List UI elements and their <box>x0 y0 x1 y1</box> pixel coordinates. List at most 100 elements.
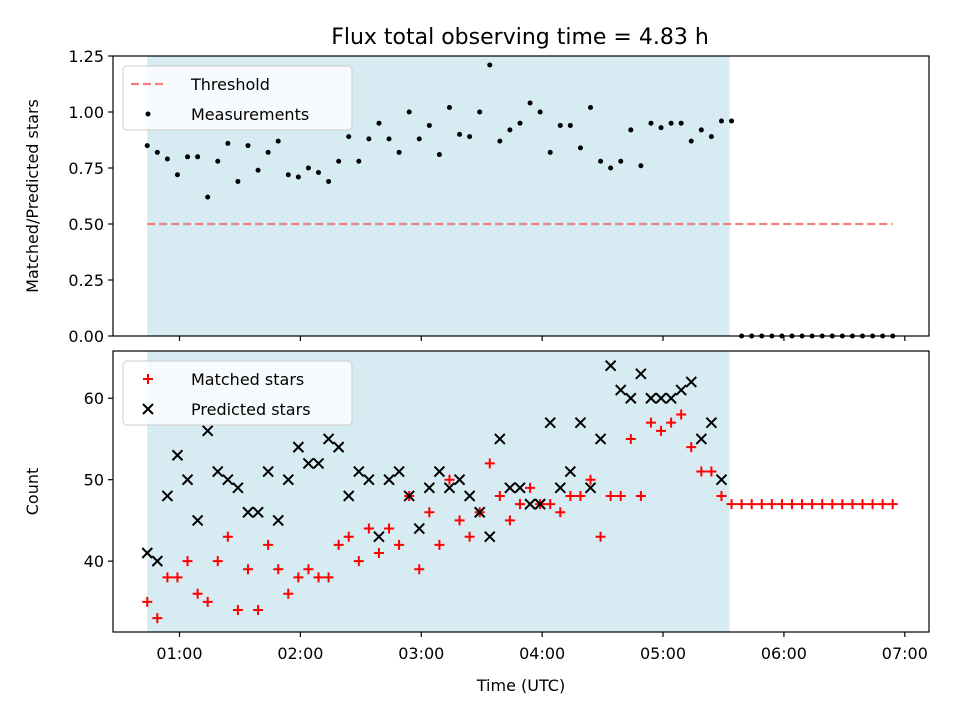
measurement-point <box>205 194 211 200</box>
matched-star-marker <box>585 474 596 485</box>
matched-star-marker <box>333 539 344 550</box>
matched-star-marker <box>776 499 787 510</box>
measurement-point <box>467 134 473 140</box>
measurement-point <box>144 143 150 149</box>
matched-star-marker <box>686 442 697 453</box>
measurement-point <box>225 140 231 146</box>
measurement-point <box>174 172 180 178</box>
predicted-star-marker <box>141 547 153 559</box>
matched-star-marker <box>565 490 576 501</box>
measurement-point <box>295 174 301 180</box>
matched-star-marker <box>323 572 334 583</box>
measurement-point <box>326 178 332 184</box>
predicted-star-marker <box>423 482 436 494</box>
matched-star-marker <box>202 596 213 607</box>
predicted-star-marker <box>685 376 697 388</box>
matched-star-marker <box>293 572 304 583</box>
matched-star-marker <box>142 596 153 607</box>
predicted-star-marker <box>252 506 264 518</box>
measurement-point <box>396 149 402 155</box>
measurement-point <box>386 136 392 142</box>
matched-star-marker <box>635 490 646 501</box>
y-tick-label: 50 <box>84 471 104 490</box>
legend-label: Predicted stars <box>191 400 311 419</box>
measurement-point <box>567 122 573 128</box>
matched-star-marker <box>212 556 223 567</box>
measurement-point <box>487 62 493 68</box>
measurement-point <box>668 120 674 126</box>
x-tick-label: 06:00 <box>761 644 807 663</box>
x-tick-label: 01:00 <box>156 644 202 663</box>
matched-star-marker <box>625 433 636 444</box>
predicted-star-marker <box>272 514 284 527</box>
measurement-point <box>688 138 694 144</box>
measurement-point <box>215 158 221 164</box>
predicted-star-marker <box>463 490 476 502</box>
measurement-point <box>356 158 362 164</box>
predicted-star-marker <box>504 482 516 494</box>
predicted-star-marker <box>645 392 657 404</box>
matched-star-marker <box>152 613 163 624</box>
matched-star-marker <box>444 474 455 485</box>
measurement-point <box>346 134 352 140</box>
predicted-star-marker <box>212 465 224 478</box>
measurement-point <box>255 167 261 173</box>
predicted-star-marker <box>332 441 345 453</box>
matched-star-marker <box>766 499 777 510</box>
panel-2: 40 50 60 01:00 02:00 03:00 04:00 05:00 06:00 07:0… <box>23 350 930 695</box>
predicted-star-marker <box>544 416 556 429</box>
y-tick-label: 1.25 <box>68 47 104 66</box>
matched-star-marker <box>525 482 536 493</box>
legend-label: Matched stars <box>191 370 304 389</box>
predicted-star-marker <box>655 392 667 404</box>
matched-star-marker <box>434 539 445 550</box>
measurement-point <box>658 125 664 131</box>
y-axis-label: Count <box>23 468 42 516</box>
matched-star-marker <box>494 490 505 501</box>
legend-predicted-swatch <box>142 403 154 415</box>
matched-star-marker <box>847 499 858 510</box>
predicted-star-marker <box>494 433 506 445</box>
measurement-point <box>457 131 463 137</box>
measurement-point <box>477 109 483 115</box>
matched-star-marker <box>222 531 233 542</box>
predicted-star-marker <box>363 473 375 486</box>
y-tick-label: 40 <box>84 552 104 571</box>
measurement-point <box>164 156 170 162</box>
measurement-point <box>527 100 533 106</box>
matched-star-marker <box>283 588 294 599</box>
measurement-point <box>406 109 412 115</box>
x-tick-label: 07:00 <box>882 644 928 663</box>
measurement-point <box>638 163 644 169</box>
matched-star-marker <box>797 499 808 510</box>
predicted-star-marker <box>453 473 466 486</box>
predicted-star-marker <box>564 465 577 478</box>
matched-star-marker <box>756 499 767 510</box>
matched-star-marker <box>545 499 556 510</box>
y-axis-label: Matched/Predicted stars <box>23 99 42 293</box>
measurement-point <box>426 122 432 128</box>
predicted-star-marker <box>292 441 305 453</box>
series-predicted-stars <box>141 359 728 567</box>
measurement-point <box>245 143 251 149</box>
measurement-point <box>517 120 523 126</box>
y-tick-label: 60 <box>84 389 104 408</box>
series-matched-stars <box>142 409 898 624</box>
matched-star-marker <box>827 499 838 510</box>
matched-star-marker <box>706 466 717 477</box>
y-tick-label: 0.75 <box>68 159 104 178</box>
measurement-point <box>588 105 594 111</box>
measurement-point <box>547 149 553 155</box>
matched-star-marker <box>424 507 435 518</box>
measurement-point <box>557 122 563 128</box>
matched-star-marker <box>605 490 616 501</box>
matched-star-marker <box>726 499 737 510</box>
y-tick-label: 0.50 <box>68 215 104 234</box>
matched-star-marker <box>656 425 667 436</box>
predicted-star-marker <box>514 482 526 494</box>
matched-star-marker <box>615 490 626 501</box>
predicted-star-marker <box>635 368 647 380</box>
matched-star-marker <box>807 499 818 510</box>
measurement-point <box>316 169 322 175</box>
legend: Matched stars Predicted stars <box>122 360 353 426</box>
